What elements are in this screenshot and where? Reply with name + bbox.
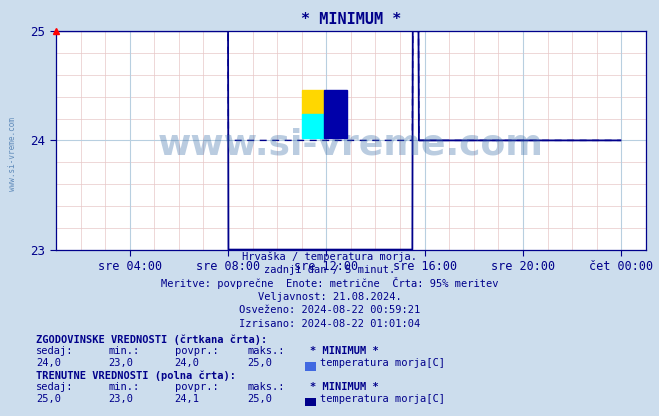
Text: temperatura morja[C]: temperatura morja[C] — [320, 394, 445, 404]
Text: sedaj:: sedaj: — [36, 382, 74, 392]
Text: Hrvaška / temperatura morja.: Hrvaška / temperatura morja. — [242, 252, 417, 262]
Text: min.:: min.: — [109, 382, 140, 392]
Text: Meritve: povprečne  Enote: metrične  Črta: 95% meritev: Meritve: povprečne Enote: metrične Črta:… — [161, 277, 498, 289]
Text: * MINIMUM *: * MINIMUM * — [310, 382, 378, 392]
Text: sedaj:: sedaj: — [36, 347, 74, 357]
Text: povpr.:: povpr.: — [175, 347, 218, 357]
Text: Veljavnost: 21.08.2024.: Veljavnost: 21.08.2024. — [258, 292, 401, 302]
Text: 25,0: 25,0 — [247, 358, 272, 368]
Text: 24,0: 24,0 — [175, 358, 200, 368]
Text: povpr.:: povpr.: — [175, 382, 218, 392]
Text: 23,0: 23,0 — [109, 358, 134, 368]
Text: 25,0: 25,0 — [36, 394, 61, 404]
Text: Osveženo: 2024-08-22 00:59:21: Osveženo: 2024-08-22 00:59:21 — [239, 305, 420, 315]
Text: zadnji dan / 5 minut.: zadnji dan / 5 minut. — [264, 265, 395, 275]
Bar — [302, 114, 324, 139]
Text: min.:: min.: — [109, 347, 140, 357]
Text: 24,0: 24,0 — [36, 358, 61, 368]
Text: 25,0: 25,0 — [247, 394, 272, 404]
Text: maks.:: maks.: — [247, 382, 285, 392]
Text: Izrisano: 2024-08-22 01:01:04: Izrisano: 2024-08-22 01:01:04 — [239, 319, 420, 329]
Text: www.si-vreme.com: www.si-vreme.com — [8, 117, 17, 191]
Text: TRENUTNE VREDNOSTI (polna črta):: TRENUTNE VREDNOSTI (polna črta): — [36, 370, 236, 381]
Bar — [302, 90, 324, 114]
Text: maks.:: maks.: — [247, 347, 285, 357]
Text: www.si-vreme.com: www.si-vreme.com — [158, 128, 544, 162]
Text: 23,0: 23,0 — [109, 394, 134, 404]
Text: 24,1: 24,1 — [175, 394, 200, 404]
Text: ZGODOVINSKE VREDNOSTI (črtkana črta):: ZGODOVINSKE VREDNOSTI (črtkana črta): — [36, 335, 268, 345]
Title: * MINIMUM *: * MINIMUM * — [301, 12, 401, 27]
Text: temperatura morja[C]: temperatura morja[C] — [320, 358, 445, 368]
Text: * MINIMUM *: * MINIMUM * — [310, 347, 378, 357]
Bar — [324, 90, 347, 139]
